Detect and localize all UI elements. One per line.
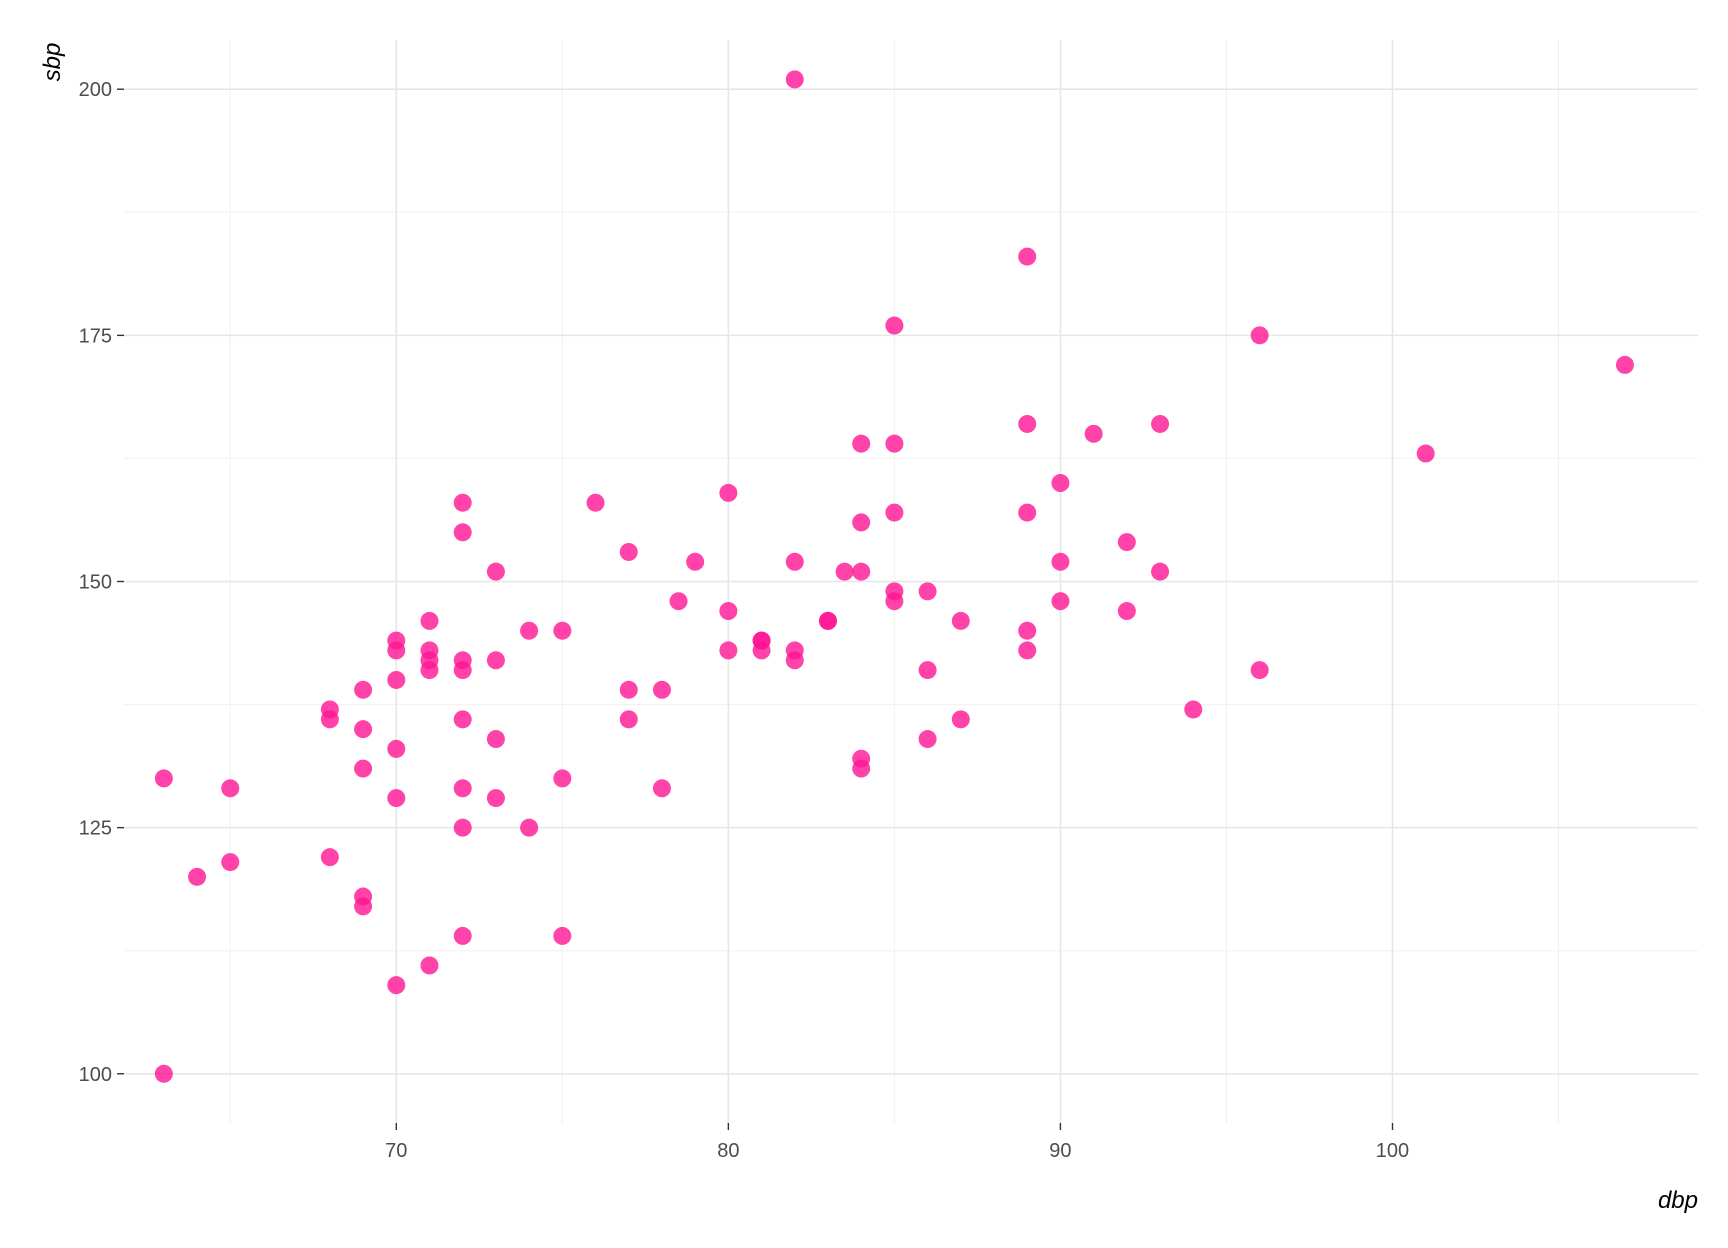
data-point xyxy=(387,631,406,650)
y-tick-label: 125 xyxy=(79,818,112,840)
data-point xyxy=(1615,355,1634,374)
data-point xyxy=(1051,474,1070,493)
data-point xyxy=(951,710,970,729)
x-tick-label: 70 xyxy=(385,1140,407,1162)
data-point xyxy=(320,848,339,867)
data-point xyxy=(354,759,373,778)
data-point xyxy=(354,720,373,739)
data-point xyxy=(420,641,439,660)
data-point xyxy=(1416,444,1435,463)
data-point xyxy=(486,651,505,670)
data-point xyxy=(1117,602,1136,621)
data-point xyxy=(852,749,871,768)
data-point xyxy=(1051,592,1070,611)
data-point xyxy=(619,542,638,561)
data-point xyxy=(918,730,937,749)
data-point xyxy=(221,779,240,798)
major-gridlines xyxy=(124,40,1698,1123)
x-tick-label: 90 xyxy=(1049,1140,1071,1162)
data-point xyxy=(785,552,804,571)
data-point xyxy=(221,853,240,872)
data-point xyxy=(453,493,472,512)
data-point xyxy=(818,611,837,630)
data-point xyxy=(486,562,505,581)
data-point xyxy=(885,582,904,601)
data-point xyxy=(1250,326,1269,345)
data-point xyxy=(586,493,605,512)
data-point xyxy=(354,887,373,906)
data-point xyxy=(951,611,970,630)
data-point xyxy=(420,956,439,975)
data-point xyxy=(785,70,804,89)
data-point xyxy=(852,513,871,532)
data-point xyxy=(1117,533,1136,552)
data-point xyxy=(453,651,472,670)
data-point xyxy=(520,621,539,640)
data-point xyxy=(852,434,871,453)
data-point xyxy=(1018,621,1037,640)
data-point xyxy=(1151,562,1170,581)
data-point xyxy=(154,1064,173,1083)
data-point xyxy=(453,710,472,729)
data-point xyxy=(669,592,688,611)
data-point xyxy=(1018,503,1037,522)
data-point xyxy=(553,926,572,945)
data-point xyxy=(918,661,937,680)
data-point xyxy=(885,434,904,453)
y-tick-label: 100 xyxy=(79,1064,112,1086)
y-tick-label: 200 xyxy=(79,79,112,101)
data-point xyxy=(1151,414,1170,433)
data-point xyxy=(885,503,904,522)
data-point xyxy=(387,739,406,758)
data-point xyxy=(785,641,804,660)
data-point xyxy=(154,769,173,788)
data-point xyxy=(1084,424,1103,443)
data-point xyxy=(453,926,472,945)
data-point xyxy=(188,867,207,886)
data-point xyxy=(553,621,572,640)
data-points xyxy=(154,70,1634,1083)
data-point xyxy=(453,523,472,542)
data-point xyxy=(619,680,638,699)
data-point xyxy=(1018,414,1037,433)
data-point xyxy=(320,700,339,719)
y-axis: 100 125 150 175 200 xyxy=(79,79,124,1086)
data-point xyxy=(852,562,871,581)
data-point xyxy=(719,483,738,502)
data-point xyxy=(686,552,705,571)
x-tick-label: 80 xyxy=(717,1140,739,1162)
data-point xyxy=(1018,247,1037,266)
data-point xyxy=(1051,552,1070,571)
data-point xyxy=(486,789,505,808)
data-point xyxy=(1018,641,1037,660)
data-point xyxy=(354,680,373,699)
data-point xyxy=(619,710,638,729)
data-point xyxy=(1250,661,1269,680)
data-point xyxy=(652,680,671,699)
data-point xyxy=(553,769,572,788)
data-point xyxy=(885,316,904,335)
data-point xyxy=(1184,700,1203,719)
data-point xyxy=(387,670,406,689)
data-point xyxy=(918,582,937,601)
data-point xyxy=(652,779,671,798)
data-point xyxy=(752,631,771,650)
data-point xyxy=(387,789,406,808)
data-point xyxy=(387,976,406,995)
data-point xyxy=(719,641,738,660)
data-point xyxy=(520,818,539,837)
data-point xyxy=(835,562,854,581)
y-tick-label: 150 xyxy=(79,572,112,594)
x-axis: 70 80 90 100 xyxy=(385,1123,1409,1162)
data-point xyxy=(486,730,505,749)
data-point xyxy=(453,818,472,837)
x-axis-title: dbp xyxy=(1658,1187,1698,1214)
data-point xyxy=(453,779,472,798)
x-tick-label: 100 xyxy=(1376,1140,1409,1162)
data-point xyxy=(719,602,738,621)
y-axis-title: sbp xyxy=(39,43,66,82)
y-tick-label: 175 xyxy=(79,325,112,347)
data-point xyxy=(420,611,439,630)
